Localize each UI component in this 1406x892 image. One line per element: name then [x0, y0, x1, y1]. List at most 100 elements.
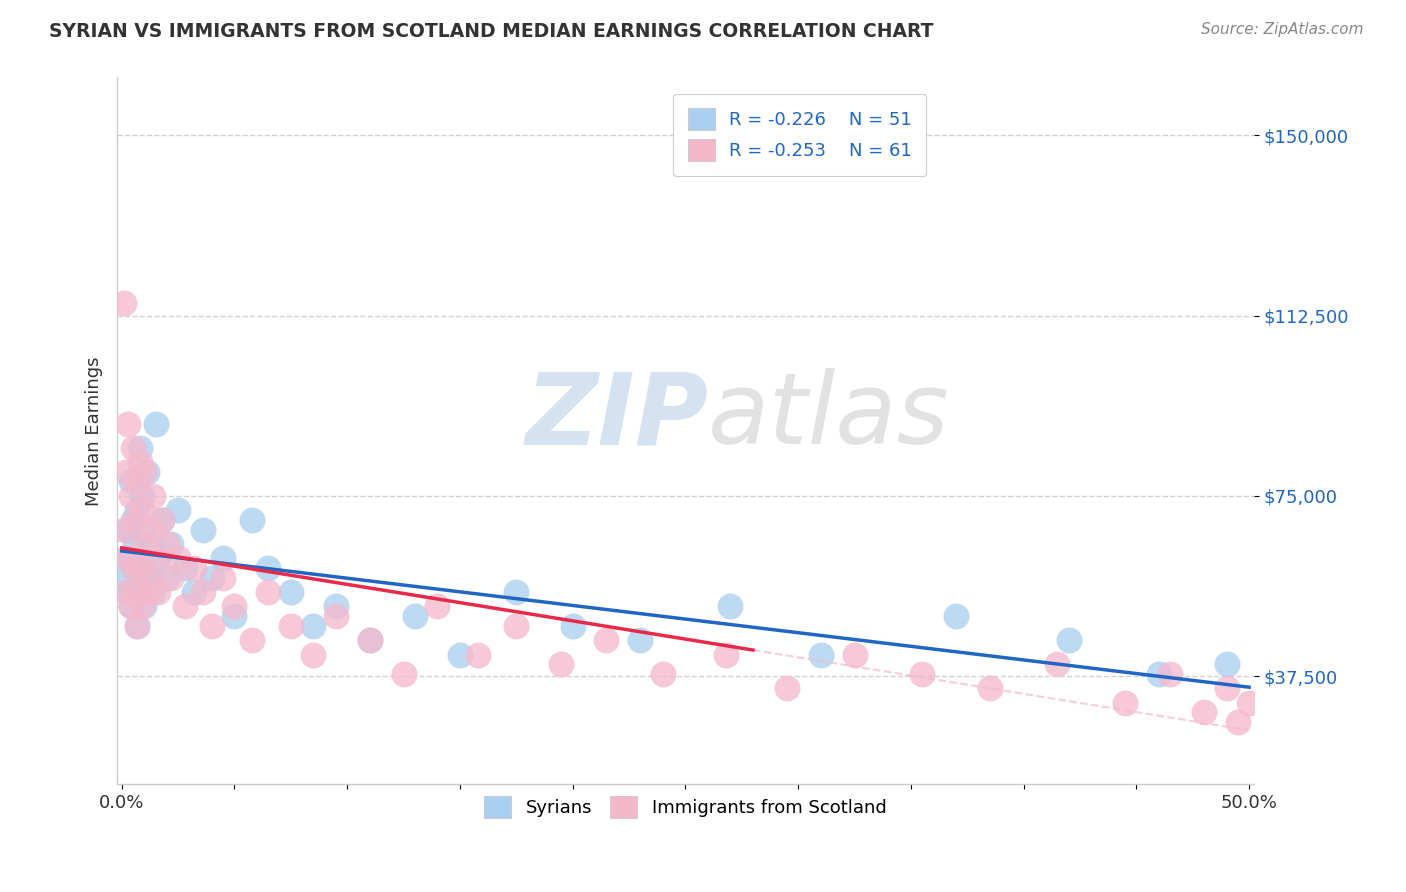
Point — [128, 441, 150, 455]
Point — [810, 648, 832, 662]
Point — [128, 455, 150, 469]
Point — [467, 648, 489, 662]
Point — [122, 441, 145, 455]
Point — [142, 585, 165, 599]
Point — [550, 657, 572, 672]
Point — [302, 618, 325, 632]
Point — [131, 503, 153, 517]
Point — [1046, 657, 1069, 672]
Point — [122, 561, 145, 575]
Point — [280, 585, 302, 599]
Point — [160, 537, 183, 551]
Point — [112, 571, 135, 585]
Point — [134, 523, 156, 537]
Point — [117, 585, 139, 599]
Point — [183, 585, 205, 599]
Point — [156, 537, 179, 551]
Point — [1159, 666, 1181, 681]
Legend: Syrians, Immigrants from Scotland: Syrians, Immigrants from Scotland — [477, 789, 894, 825]
Point — [224, 599, 246, 614]
Point — [201, 571, 224, 585]
Point — [120, 475, 142, 489]
Point — [201, 618, 224, 632]
Point — [124, 585, 146, 599]
Point — [112, 296, 135, 310]
Point — [142, 489, 165, 503]
Point — [1215, 681, 1237, 696]
Point — [720, 599, 742, 614]
Point — [212, 571, 235, 585]
Point — [127, 618, 149, 632]
Point — [122, 513, 145, 527]
Point — [173, 599, 195, 614]
Point — [128, 561, 150, 575]
Point — [134, 537, 156, 551]
Point — [242, 633, 264, 648]
Point — [117, 417, 139, 431]
Point — [257, 585, 280, 599]
Point — [1237, 696, 1260, 710]
Point — [844, 648, 866, 662]
Point — [120, 599, 142, 614]
Point — [139, 523, 162, 537]
Point — [135, 571, 157, 585]
Point — [115, 585, 138, 599]
Point — [651, 666, 673, 681]
Point — [124, 537, 146, 551]
Point — [911, 666, 934, 681]
Point — [131, 489, 153, 503]
Point — [115, 551, 138, 566]
Point — [359, 633, 381, 648]
Point — [146, 585, 169, 599]
Point — [1226, 714, 1249, 729]
Point — [127, 503, 149, 517]
Point — [183, 561, 205, 575]
Point — [150, 513, 173, 527]
Point — [145, 417, 167, 431]
Point — [191, 585, 214, 599]
Point — [120, 599, 142, 614]
Point — [714, 648, 737, 662]
Point — [302, 648, 325, 662]
Point — [359, 633, 381, 648]
Point — [112, 523, 135, 537]
Point — [392, 666, 415, 681]
Point — [595, 633, 617, 648]
Point — [150, 513, 173, 527]
Point — [127, 475, 149, 489]
Point — [167, 503, 190, 517]
Point — [257, 561, 280, 575]
Point — [146, 551, 169, 566]
Point — [131, 561, 153, 575]
Point — [127, 618, 149, 632]
Point — [776, 681, 799, 696]
Point — [117, 523, 139, 537]
Point — [124, 585, 146, 599]
Point — [1192, 706, 1215, 720]
Point — [449, 648, 471, 662]
Point — [979, 681, 1001, 696]
Point — [131, 599, 153, 614]
Point — [325, 609, 347, 624]
Point — [1147, 666, 1170, 681]
Point — [1114, 696, 1136, 710]
Point — [280, 618, 302, 632]
Point — [404, 609, 426, 624]
Point — [134, 599, 156, 614]
Y-axis label: Median Earnings: Median Earnings — [86, 356, 103, 506]
Text: Source: ZipAtlas.com: Source: ZipAtlas.com — [1201, 22, 1364, 37]
Text: SYRIAN VS IMMIGRANTS FROM SCOTLAND MEDIAN EARNINGS CORRELATION CHART: SYRIAN VS IMMIGRANTS FROM SCOTLAND MEDIA… — [49, 22, 934, 41]
Point — [1057, 633, 1080, 648]
Point — [191, 523, 214, 537]
Text: atlas: atlas — [709, 368, 949, 466]
Point — [124, 513, 146, 527]
Point — [145, 551, 167, 566]
Point — [138, 571, 160, 585]
Point — [945, 609, 967, 624]
Point — [122, 561, 145, 575]
Point — [167, 551, 190, 566]
Point — [128, 585, 150, 599]
Point — [139, 537, 162, 551]
Point — [135, 465, 157, 479]
Point — [628, 633, 651, 648]
